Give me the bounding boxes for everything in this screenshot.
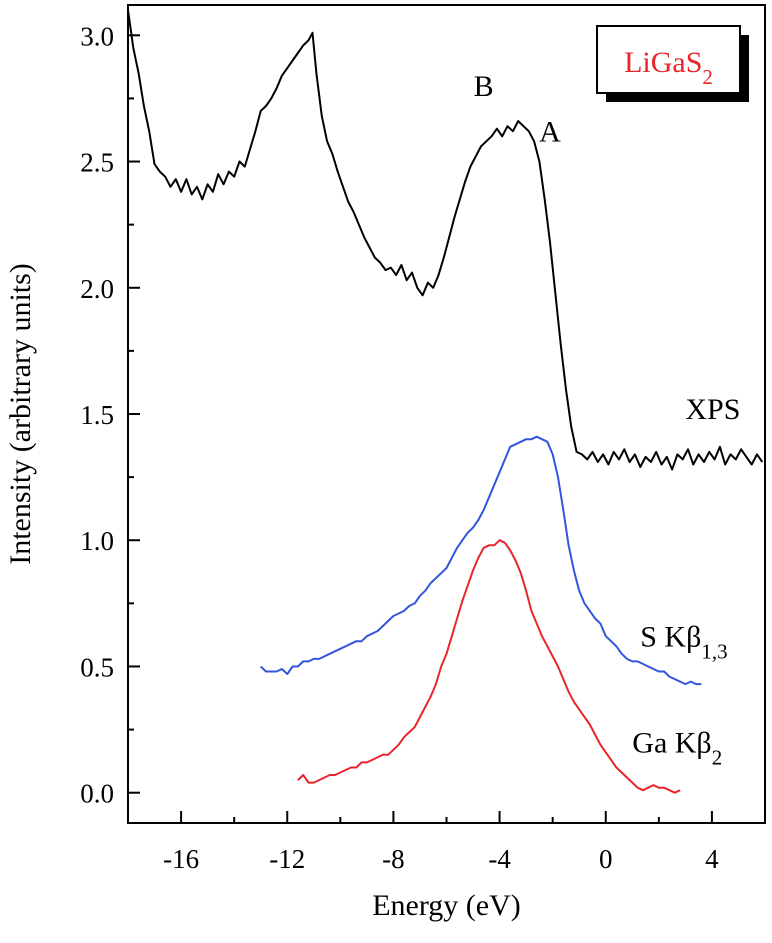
legend-compound-subscript: 2 xyxy=(702,65,713,89)
y-axis-label: Intensity (arbitrary units) xyxy=(4,263,37,565)
series-label-subscript: 1,3 xyxy=(701,639,727,663)
y-tick-label: 3.0 xyxy=(80,21,114,51)
y-tick-label: 0.0 xyxy=(80,779,114,809)
annotations: BA xyxy=(474,70,562,148)
series-line-2 xyxy=(297,539,681,794)
y-tick-label: 1.0 xyxy=(80,526,114,556)
legend-box: LiGaS2 xyxy=(596,25,749,102)
series-label: Ga Kβ2 xyxy=(632,726,722,769)
plot-lines xyxy=(128,9,764,794)
series-label-subscript: 2 xyxy=(712,745,723,769)
x-tick-label: 0 xyxy=(599,844,613,874)
series-label: S Kβ1,3 xyxy=(640,620,727,663)
peak-label: B xyxy=(474,70,494,103)
x-tick-label: -16 xyxy=(163,844,199,874)
plot-frame xyxy=(127,4,766,824)
peak-label: A xyxy=(539,115,561,148)
series-labels: XPS S Kβ1,3 Ga Kβ2 xyxy=(632,393,740,769)
y-tick-label: 2.5 xyxy=(80,148,114,178)
x-tick-label: -12 xyxy=(269,844,305,874)
x-tick-label: -4 xyxy=(488,844,511,874)
x-tick-label: 4 xyxy=(705,844,719,874)
series-line-1 xyxy=(260,435,702,686)
legend-frame xyxy=(596,25,741,94)
y-tick-label: 1.5 xyxy=(80,400,114,430)
x-axis-label: Energy (eV) xyxy=(372,889,521,922)
x-tick-label: -8 xyxy=(382,844,405,874)
series-line-0 xyxy=(128,9,764,471)
y-tick-label: 0.5 xyxy=(80,652,114,682)
series-label: XPS xyxy=(685,393,740,426)
y-tick-label: 2.0 xyxy=(80,274,114,304)
ticks xyxy=(127,34,766,823)
tick-labels: -16 -12 -8 -4 0 4 0.0 0.5 1.0 1.5 2.0 2.5 3.0 xyxy=(80,21,719,874)
